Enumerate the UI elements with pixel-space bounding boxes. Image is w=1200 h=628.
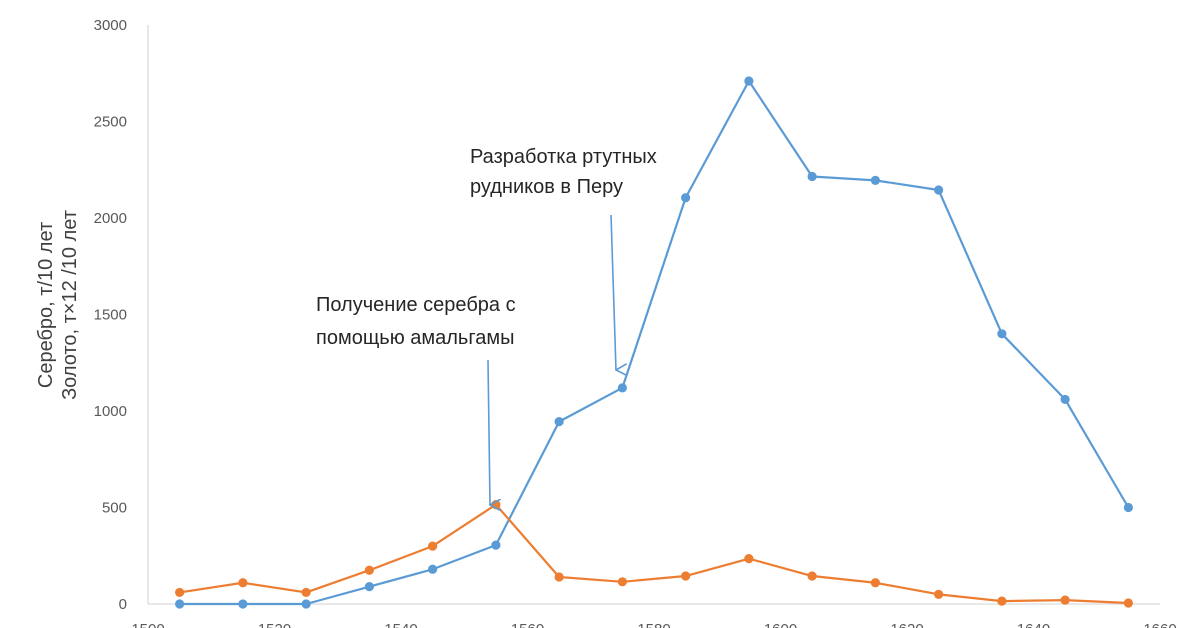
annotation-amalgam-arrow	[487, 359, 490, 505]
x-tick-label: 1500	[131, 621, 164, 628]
series-2-point	[681, 571, 691, 581]
series-2-point	[1123, 598, 1133, 608]
series-1-point	[870, 175, 880, 185]
y-axis-label-line-1: Серебро, т/10 лет	[35, 222, 57, 388]
series-2-point	[554, 572, 564, 582]
series-2-point	[364, 565, 374, 575]
series-2-line	[179, 503, 1129, 605]
y-tick-label: 3000	[94, 17, 127, 34]
series-1-point	[1060, 394, 1070, 405]
y-tick-label: 2000	[94, 210, 127, 227]
y-tick-label: 0	[119, 596, 127, 613]
y-tick-label: 1000	[94, 403, 127, 420]
series-1-point	[744, 76, 754, 86]
series-1-point	[997, 329, 1007, 339]
series-2-point	[238, 578, 248, 588]
series-2-point	[807, 571, 817, 581]
series-1-point	[617, 383, 627, 393]
x-tick-label: 1520	[258, 621, 291, 628]
series-1-point	[364, 582, 374, 592]
annotation-mercury-mines-line-1: Разработка ртутных	[470, 146, 657, 168]
x-tick-label: 1640	[1017, 621, 1050, 628]
x-tick-label: 1580	[637, 621, 670, 628]
series-2-point	[1060, 595, 1070, 605]
series-2-point	[870, 578, 880, 588]
series-1-point	[1123, 502, 1133, 513]
series-1-point	[681, 193, 691, 203]
series-2-point	[491, 500, 501, 510]
series-1-point	[554, 417, 564, 427]
series-1-point	[301, 599, 311, 609]
series-2-point	[617, 577, 627, 587]
series-1-point	[238, 599, 248, 609]
annotation-amalgam-line-2: помощью амальгамы	[316, 327, 514, 349]
x-tick-label: 1600	[764, 621, 797, 628]
series-2-point	[428, 541, 438, 551]
annotation-mercury-mines-line-2: рудников в Перу	[470, 176, 623, 198]
series-1-point	[175, 599, 185, 609]
y-tick-label: 500	[102, 500, 127, 517]
annotation-amalgam-line-1: Получение серебра с	[316, 294, 516, 316]
series-1-point	[934, 185, 944, 195]
series-2-point	[997, 596, 1007, 606]
y-axis-label-line-2: Золото, т×12 /10 лет	[59, 210, 81, 400]
series-1-point	[491, 540, 501, 550]
y-tick-label: 1500	[94, 307, 127, 324]
series-2-point	[744, 554, 754, 564]
series-1-point	[807, 171, 817, 182]
x-tick-label: 1540	[384, 621, 417, 628]
x-tick-label: 1660	[1143, 621, 1176, 628]
annotation-mercury-mines-arrow	[610, 214, 616, 370]
series-2-point	[175, 587, 185, 598]
series-2-point	[301, 587, 311, 598]
series-2-point	[934, 589, 944, 599]
series-1-point	[428, 564, 438, 574]
series-1-line	[179, 79, 1130, 606]
x-tick-label: 1560	[511, 621, 544, 628]
x-tick-label: 1620	[890, 621, 923, 628]
y-tick-label: 2500	[94, 114, 127, 131]
